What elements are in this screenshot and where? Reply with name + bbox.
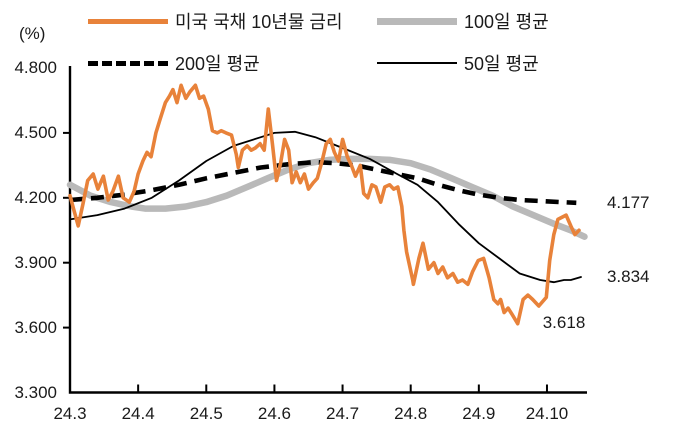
y-tick-label: 4.500 [14, 122, 57, 142]
legend-swatch-dashed-line-icon [88, 60, 168, 66]
legend-item-50d-avg: 50일 평균 [377, 53, 539, 74]
x-tick-label: 24.8 [394, 404, 428, 423]
legend-label-100d-avg: 100일 평균 [464, 12, 549, 32]
y-tick-label: 4.800 [14, 58, 57, 77]
legend-swatch-thin-line-icon [377, 62, 457, 64]
x-tick-label: 24.7 [326, 404, 360, 423]
x-tick-label: 24.5 [189, 404, 223, 423]
x-tick-label: 24.4 [121, 404, 155, 423]
x-tick-label: 24.6 [257, 404, 291, 423]
legend-item-ust10y: 미국 국채 10년물 금리 [88, 11, 343, 32]
annotation-50d-avg-value: 3.834 [606, 266, 650, 286]
legend-swatch-orange-line-icon [88, 18, 168, 24]
y-tick-label: 4.200 [14, 187, 57, 207]
legend-label-ust10y: 미국 국채 10년물 금리 [175, 12, 343, 32]
legend-item-100d-avg: 100일 평균 [377, 11, 549, 32]
annotation-200d-avg-value: 4.177 [606, 192, 650, 212]
x-tick-label: 24.9 [462, 404, 496, 423]
annotation-yield-low-value: 3.618 [542, 313, 586, 333]
x-tick-label: 24.10 [525, 404, 569, 423]
legend-item-200d-avg: 200일 평균 [88, 53, 260, 74]
legend-label-50d-avg: 50일 평균 [464, 54, 539, 74]
x-tick-label: 24.3 [53, 404, 87, 423]
y-axis-unit-label: (%) [19, 24, 46, 43]
legend-label-200d-avg: 200일 평균 [175, 54, 260, 74]
y-tick-label: 3.300 [14, 382, 57, 402]
y-tick-label: 3.900 [14, 252, 57, 272]
legend-swatch-gray-line-icon [377, 17, 457, 25]
y-tick-label: 3.600 [14, 317, 57, 337]
